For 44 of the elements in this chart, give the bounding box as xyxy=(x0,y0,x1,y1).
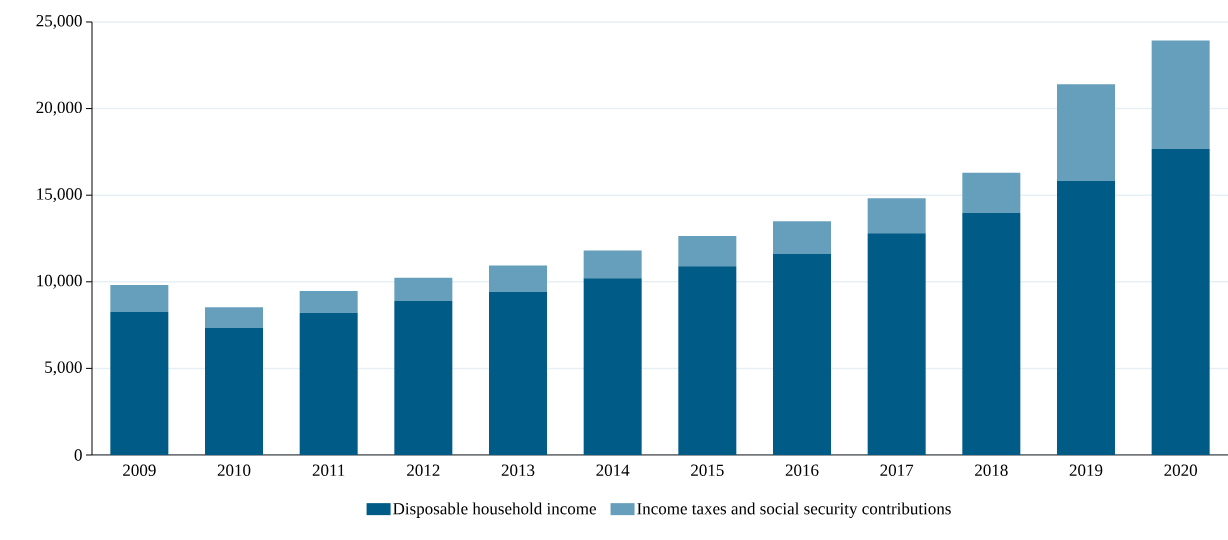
x-tick-label: 2013 xyxy=(501,464,535,476)
y-tick-label: 10,000 xyxy=(37,274,82,289)
bar xyxy=(299,312,358,455)
legend-label: Income taxes and social security contributions xyxy=(637,502,951,518)
bar xyxy=(678,235,737,267)
bar xyxy=(583,278,642,455)
x-tick-label: 2020 xyxy=(1164,464,1198,476)
bar xyxy=(1151,40,1210,150)
bar xyxy=(299,290,358,313)
bar xyxy=(962,172,1021,214)
y-tick-label: 5,000 xyxy=(45,361,82,376)
bar xyxy=(205,307,264,329)
bar xyxy=(583,250,642,279)
bar xyxy=(867,198,926,234)
y-tick-label: 15,000 xyxy=(37,188,82,203)
x-tick-label: 2012 xyxy=(407,464,440,476)
bar xyxy=(110,284,169,313)
bar xyxy=(678,266,737,455)
bar xyxy=(867,233,926,455)
legend-label: Disposable household income xyxy=(393,502,596,518)
y-tick-label: 25,000 xyxy=(36,15,82,29)
bar xyxy=(205,328,264,455)
y-tick-label: 0 xyxy=(74,449,82,461)
bar xyxy=(394,300,453,455)
x-tick-label: 2009 xyxy=(123,464,156,476)
x-tick-label: 2015 xyxy=(691,464,724,476)
bar xyxy=(1056,84,1115,181)
x-tick-label: 2016 xyxy=(785,464,819,476)
x-tick-label: 2014 xyxy=(596,464,630,476)
x-tick-label: 2019 xyxy=(1069,464,1103,476)
y-tick-label: 20,000 xyxy=(36,101,82,116)
bar xyxy=(394,277,453,301)
bar xyxy=(1151,149,1210,455)
bar xyxy=(773,254,831,455)
x-tick-label: 2017 xyxy=(880,464,914,476)
bar xyxy=(1056,180,1115,455)
bar xyxy=(773,221,831,255)
x-tick-label: 2018 xyxy=(975,464,1008,476)
bar xyxy=(110,312,169,455)
bar xyxy=(962,213,1021,455)
x-tick-label: 2010 xyxy=(217,464,251,476)
bar xyxy=(489,291,547,455)
x-tick-label: 2011 xyxy=(312,464,345,476)
bar xyxy=(489,265,547,292)
